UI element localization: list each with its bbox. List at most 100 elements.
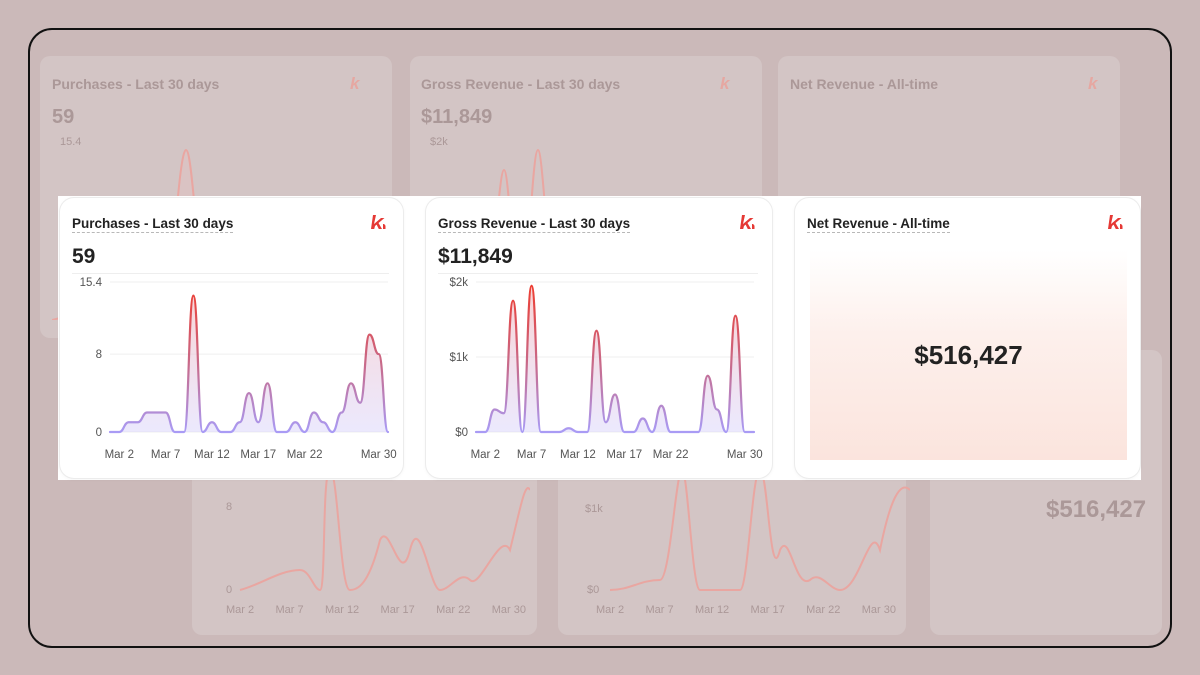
data-point[interactable] [116,429,122,435]
data-point[interactable] [246,390,252,396]
data-point[interactable] [621,429,627,435]
data-point[interactable] [107,429,113,435]
data-point[interactable] [501,410,507,416]
data-point[interactable] [153,410,159,416]
card-purchases[interactable]: Purchases - Last 30 days 59 15.4 8 0 Mar 2 M… [60,198,403,478]
data-point[interactable] [695,429,701,435]
data-point[interactable] [603,419,609,425]
y-tick-label: $0 [455,427,468,439]
data-point[interactable] [329,429,335,435]
data-point[interactable] [144,410,150,416]
series-line [474,284,756,434]
x-tick-label: Mar 22 [287,449,323,461]
data-point[interactable] [135,419,141,425]
data-point[interactable] [181,429,187,435]
data-point[interactable] [631,429,637,435]
data-point[interactable] [302,429,308,435]
data-point[interactable] [556,429,562,435]
data-point[interactable] [357,400,363,406]
x-tick-label: Mar 12 [560,449,596,461]
data-point[interactable] [492,407,498,413]
ghost-x-tick: Mar 17 [380,604,415,616]
data-point[interactable] [473,429,479,435]
data-point[interactable] [190,293,196,299]
card-gross-revenue[interactable]: Gross Revenue - Last 30 days $11,849 $2k… [426,198,772,478]
ghost-x-tick: Mar 17 [750,604,785,616]
card-value: 59 [72,245,96,268]
x-tick-label: Mar 12 [194,449,230,461]
data-point[interactable] [649,429,655,435]
series-area [476,285,754,432]
ghost-logo-icon-3: k [1088,74,1098,93]
data-point[interactable] [566,425,572,431]
ghost-x-tick: Mar 30 [861,604,896,616]
x-tick-label: Mar 22 [653,449,689,461]
data-point[interactable] [751,429,757,435]
data-point[interactable] [255,419,261,425]
data-point[interactable] [348,380,354,386]
card-title[interactable]: Gross Revenue - Last 30 days [438,216,631,233]
data-point[interactable] [126,419,132,425]
data-point[interactable] [612,392,618,398]
data-point[interactable] [538,429,544,435]
data-point[interactable] [320,419,326,425]
divider [438,273,758,274]
data-point[interactable] [640,416,646,422]
data-point[interactable] [677,429,683,435]
data-point[interactable] [584,429,590,435]
y-tick-label: $1k [449,352,468,364]
data-point[interactable] [339,410,345,416]
data-point[interactable] [593,328,599,334]
data-point[interactable] [292,419,298,425]
data-point[interactable] [172,429,178,435]
data-point[interactable] [163,410,169,416]
data-point[interactable] [668,429,674,435]
data-point[interactable] [658,403,664,409]
data-point[interactable] [311,410,317,416]
data-point[interactable] [376,351,382,357]
ghost-title-3: Net Revenue - All-time [790,76,939,92]
data-point[interactable] [732,313,738,319]
data-point[interactable] [209,419,215,425]
ghost-value-2: $11,849 [421,106,493,128]
card-title[interactable]: Purchases - Last 30 days [72,216,234,233]
kajabi-logo-icon [1108,215,1123,229]
ghost-x-tick: Mar 12 [324,604,360,616]
data-point[interactable] [686,429,692,435]
data-point[interactable] [547,429,553,435]
data-point[interactable] [366,332,372,338]
data-point[interactable] [385,429,391,435]
data-point[interactable] [742,429,748,435]
data-point[interactable] [218,429,224,435]
net-revenue-value: $516,427 [914,339,1023,370]
data-point[interactable] [705,373,711,379]
data-point[interactable] [519,429,525,435]
data-point[interactable] [529,283,535,289]
data-point[interactable] [237,419,243,425]
data-point[interactable] [283,429,289,435]
data-point[interactable] [265,380,271,386]
ghost-bottom-x-axis-left: Mar 2 Mar 7 Mar 12 Mar 17 Mar 22 Mar 30 [226,604,526,616]
ghost-bottom-x-axis-mid: Mar 2 Mar 7 Mar 12 Mar 17 Mar 22 Mar 30 [596,604,896,616]
x-tick-label: Mar 17 [240,449,276,461]
card-net-revenue[interactable]: Net Revenue - All-time $516,427 [795,198,1140,478]
data-point[interactable] [723,429,729,435]
ghost-bottom-value: $516,427 [1046,496,1147,523]
data-point[interactable] [714,407,720,413]
ghost-tick-1: 15.4 [60,136,82,148]
data-point[interactable] [510,298,516,304]
data-point[interactable] [575,429,581,435]
card-title[interactable]: Net Revenue - All-time [807,216,950,233]
series-line [108,294,390,434]
ghost-x-tick: Mar 7 [275,604,304,616]
y-tick-label: 8 [96,349,102,361]
ghost-value-1: 59 [52,106,75,128]
data-point[interactable] [200,429,206,435]
card-value: $11,849 [438,245,513,268]
data-point[interactable] [482,429,488,435]
data-point[interactable] [274,429,280,435]
data-point[interactable] [227,429,233,435]
x-tick-label: Mar 2 [471,449,500,461]
